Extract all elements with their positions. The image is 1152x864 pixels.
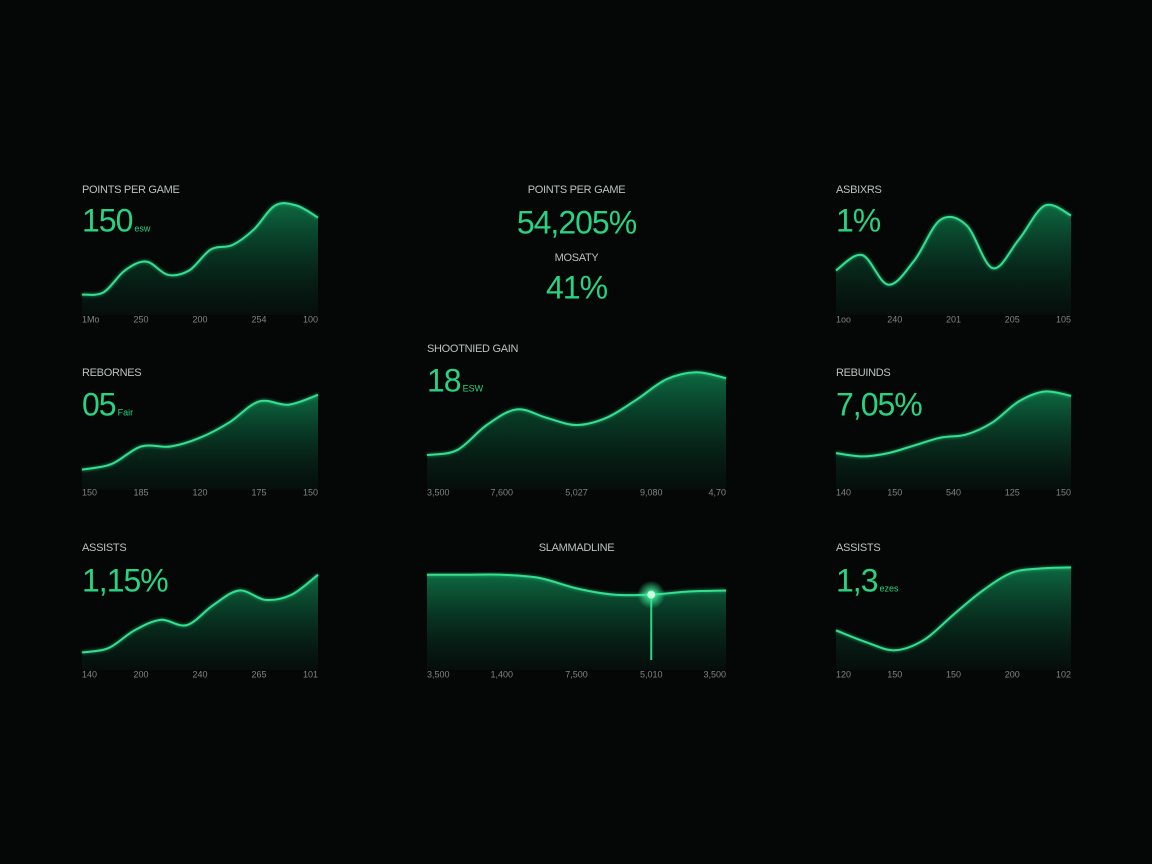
x-tick-label: 7,500 — [565, 669, 588, 679]
panel-value: 150 — [82, 202, 133, 238]
panel-label: POINTS PER GAME — [528, 184, 626, 196]
panel-label: REBUINDS — [836, 367, 890, 379]
value-suffix: ezes — [879, 583, 899, 593]
highlight-point — [647, 590, 656, 599]
x-tick-label: 1oo — [836, 314, 851, 324]
x-tick-label: 175 — [251, 487, 266, 497]
x-tick-label: 240 — [887, 314, 902, 324]
panel-value: 05 — [82, 386, 116, 422]
line — [81, 202, 319, 296]
panel-sublabel: MOSATY — [555, 252, 600, 264]
x-tick-label: 150 — [303, 487, 318, 497]
x-tick-label: 3,500 — [427, 669, 450, 679]
x-tick-label: 3,500 — [703, 669, 726, 679]
line — [426, 371, 727, 456]
panel-value: 1,15% — [82, 562, 168, 598]
x-tick-label: 5,027 — [565, 487, 588, 497]
line — [81, 393, 319, 471]
x-tick-label: 1Mo — [82, 314, 100, 324]
x-tick-label: 265 — [251, 669, 266, 679]
panel-value: 1% — [836, 202, 881, 238]
line — [835, 203, 1072, 286]
area — [836, 391, 1071, 490]
value-suffix: Fair — [118, 407, 134, 417]
x-tick-label: 4,70 — [708, 487, 726, 497]
x-tick-label: 120 — [192, 487, 207, 497]
panel-label: SHOOTNIED GAIN — [427, 343, 518, 355]
panel-value: 18 — [427, 362, 461, 398]
line — [835, 566, 1072, 652]
x-tick-label: 150 — [82, 487, 97, 497]
panel-value: 41% — [546, 269, 608, 305]
x-tick-label: 120 — [836, 669, 851, 679]
x-tick-label: 250 — [133, 314, 148, 324]
area — [836, 567, 1071, 670]
panel-label: POINTS PER GAME — [82, 184, 180, 196]
panel-label: ASSISTS — [82, 542, 126, 554]
x-tick-label: 140 — [836, 487, 851, 497]
line — [426, 573, 727, 597]
area — [82, 394, 318, 490]
panel-label: ASBIXRS — [836, 184, 882, 196]
value-suffix: ESW — [463, 383, 484, 393]
x-tick-label: 150 — [946, 669, 961, 679]
x-tick-label: 140 — [82, 669, 97, 679]
panel-label: ASSISTS — [836, 542, 880, 554]
x-tick-label: 7,600 — [490, 487, 513, 497]
x-tick-label: 105 — [1056, 314, 1071, 324]
x-tick-label: 205 — [1005, 314, 1020, 324]
x-tick-label: 200 — [133, 669, 148, 679]
panel-label: SLAMMADLINE — [539, 542, 615, 554]
x-tick-label: 200 — [192, 314, 207, 324]
x-tick-label: 150 — [887, 669, 902, 679]
x-tick-label: 540 — [946, 487, 961, 497]
x-tick-label: 5,010 — [640, 669, 663, 679]
x-tick-label: 254 — [251, 314, 266, 324]
x-tick-label: 201 — [946, 314, 961, 324]
value-suffix: esw — [134, 223, 151, 233]
x-tick-label: 125 — [1005, 487, 1020, 497]
x-tick-label: 150 — [887, 487, 902, 497]
area — [82, 203, 318, 315]
x-tick-label: 185 — [133, 487, 148, 497]
area — [427, 372, 726, 490]
panel-value: 54,205% — [517, 204, 637, 240]
x-tick-label: 101 — [303, 669, 318, 679]
x-tick-label: 3,500 — [427, 487, 450, 497]
panel-value: 7,05% — [836, 386, 922, 422]
x-tick-label: 150 — [1056, 487, 1071, 497]
x-tick-label: 240 — [192, 669, 207, 679]
area — [836, 204, 1071, 315]
x-tick-label: 102 — [1056, 669, 1071, 679]
line — [835, 390, 1072, 458]
panel-label: REBORNES — [82, 367, 141, 379]
x-tick-label: 200 — [1005, 669, 1020, 679]
line — [81, 573, 319, 654]
panel-value: 1,3 — [836, 562, 878, 598]
x-tick-label: 9,080 — [640, 487, 663, 497]
x-tick-label: 1,400 — [490, 669, 513, 679]
x-tick-label: 100 — [303, 314, 318, 324]
